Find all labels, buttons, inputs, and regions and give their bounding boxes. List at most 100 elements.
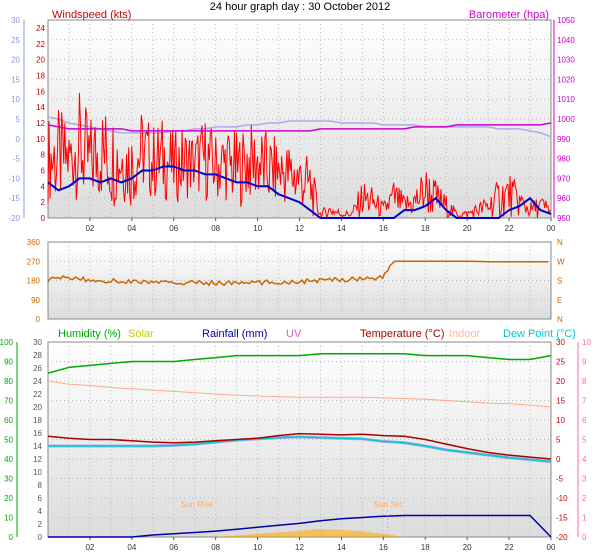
wind-panel-grid <box>48 20 551 218</box>
uv-tick-label: 8 <box>582 377 587 386</box>
x-tick-label: 04 <box>127 543 136 552</box>
humidity-tick-label: 80 <box>4 377 13 386</box>
temperature-panel-frame <box>47 341 552 538</box>
compass-tick-label: E <box>557 296 562 305</box>
wind-gust-series-line <box>47 165 552 219</box>
temperature-series-line <box>47 432 552 460</box>
indoor-label: Indoor <box>449 328 481 340</box>
x-tick-label: 08 <box>211 224 220 233</box>
temperature-label: Temperature (°C) <box>360 328 444 340</box>
temperature-left-tick-label: 30 <box>33 338 42 347</box>
humidity-tick-label: 0 <box>9 533 14 542</box>
windspeed-tick-label: 10 <box>36 135 45 144</box>
rainfall-series-line <box>48 514 552 538</box>
temperature-right-tick-label: 30 <box>556 338 565 347</box>
wind-panel-series <box>47 92 552 220</box>
barometer-tick-label: 1030 <box>557 56 575 65</box>
windspeed-tick-label: 4 <box>41 182 46 191</box>
x-tick-label: 16 <box>379 224 388 233</box>
uv-tick-label: 7 <box>582 397 587 406</box>
windspeed-tick-label: 8 <box>41 151 46 160</box>
humidity-tick-label: 10 <box>4 514 13 523</box>
barometer-tick-label: 1000 <box>557 115 575 124</box>
humidity-series-line <box>47 352 552 374</box>
temperature-right-tick-label: -5 <box>556 475 564 484</box>
x-tick-label: 12 <box>295 224 304 233</box>
sunrise-label: Sun Rise <box>181 500 214 509</box>
temperature-left-tick-label: 6 <box>38 494 43 503</box>
sunset-label: Sun Set <box>374 500 403 509</box>
x-tick-label: 18 <box>421 543 430 552</box>
temperature-left-tick-label: 20 <box>33 403 42 412</box>
humidity-tick-label: 50 <box>4 436 13 445</box>
temperature-panel-series <box>47 352 552 538</box>
temperature-right-tick-label: 15 <box>556 397 565 406</box>
rainfall-label: Rainfall (mm) <box>202 328 267 340</box>
uv-tick-label: 9 <box>582 358 587 367</box>
windspeed-tick-label: 12 <box>36 119 45 128</box>
x-tick-label: 16 <box>379 543 388 552</box>
secondary-left-tick-label: 30 <box>11 16 20 25</box>
temperature-right-tick-label: 20 <box>556 377 565 386</box>
direction-tick-label: 180 <box>27 277 41 286</box>
direction-tick-label: 270 <box>27 257 41 266</box>
windspeed-tick-label: 6 <box>41 166 46 175</box>
barometer-tick-label: 970 <box>557 174 571 183</box>
x-tick-label: 22 <box>505 224 514 233</box>
uv-tick-label: 1 <box>582 514 587 523</box>
direction-tick-label: 0 <box>36 315 41 324</box>
windspeed-tick-label: 18 <box>36 71 45 80</box>
barometer-series-line <box>47 122 552 132</box>
secondary-left-tick-label: -5 <box>13 155 21 164</box>
temperature-left-tick-label: 4 <box>38 507 43 516</box>
barometer-tick-label: 950 <box>557 214 571 223</box>
temperature-left-tick-label: 2 <box>38 520 43 529</box>
x-tick-label: 08 <box>211 543 220 552</box>
humidity-tick-label: 70 <box>4 397 13 406</box>
temperature-panel-ticks: 02 04 06 08 10 12 14 16 18 20 22 000102030405060708… <box>0 338 591 552</box>
windspeed-tick-label: 2 <box>41 198 46 207</box>
barometer-tick-label: 1040 <box>557 36 575 45</box>
secondary-left-tick-label: -15 <box>8 194 20 203</box>
barometer-tick-label: 1010 <box>557 95 575 104</box>
x-tick-label: 20 <box>463 543 472 552</box>
temperature-right-tick-label: 5 <box>556 436 561 445</box>
direction-tick-label: 360 <box>27 238 41 247</box>
secondary-left-tick-label: 10 <box>11 95 20 104</box>
x-tick-label: 06 <box>169 224 178 233</box>
temperature-right-tick-label: -10 <box>556 494 568 503</box>
x-tick-label: 02 <box>85 543 94 552</box>
temperature-left-tick-label: 8 <box>38 481 43 490</box>
temperature-left-tick-label: 26 <box>33 364 42 373</box>
x-tick-label: 12 <box>295 543 304 552</box>
direction-panel-frame <box>47 241 552 320</box>
windspeed-tick-label: 14 <box>36 103 45 112</box>
temperature-left-tick-label: 14 <box>33 442 42 451</box>
humidity-tick-label: 20 <box>4 494 13 503</box>
windspeed-label: Windspeed (kts) <box>52 9 131 21</box>
temperature-right-tick-label: 0 <box>556 455 561 464</box>
barometer-trend-line <box>47 116 552 138</box>
uv-tick-label: 2 <box>582 494 587 503</box>
uv-tick-label: 3 <box>582 475 587 484</box>
windspeed-series-line <box>47 92 551 220</box>
dew-point-series-line <box>48 436 552 463</box>
indoor-temperature-series-line <box>47 380 552 408</box>
secondary-left-tick-label: -10 <box>8 174 20 183</box>
direction-panel-ticks: 0 90 180 270 360 N E S W N <box>27 238 565 324</box>
compass-tick-label: N <box>557 238 563 247</box>
humidity-tick-label: 90 <box>4 358 13 367</box>
x-tick-label: 06 <box>169 543 178 552</box>
temperature-left-tick-label: 16 <box>33 429 42 438</box>
uv-tick-label: 4 <box>582 455 587 464</box>
x-tick-label: 00 <box>547 543 556 552</box>
temperature-left-tick-label: 0 <box>38 533 43 542</box>
x-tick-label: 04 <box>127 224 136 233</box>
temperature-left-tick-label: 24 <box>33 377 42 386</box>
humidity-label: Humidity (%) <box>58 328 121 340</box>
solar-area <box>48 529 551 537</box>
temperature-left-tick-label: 18 <box>33 416 42 425</box>
temperature-left-tick-label: 10 <box>33 468 42 477</box>
x-tick-label: 14 <box>337 224 346 233</box>
